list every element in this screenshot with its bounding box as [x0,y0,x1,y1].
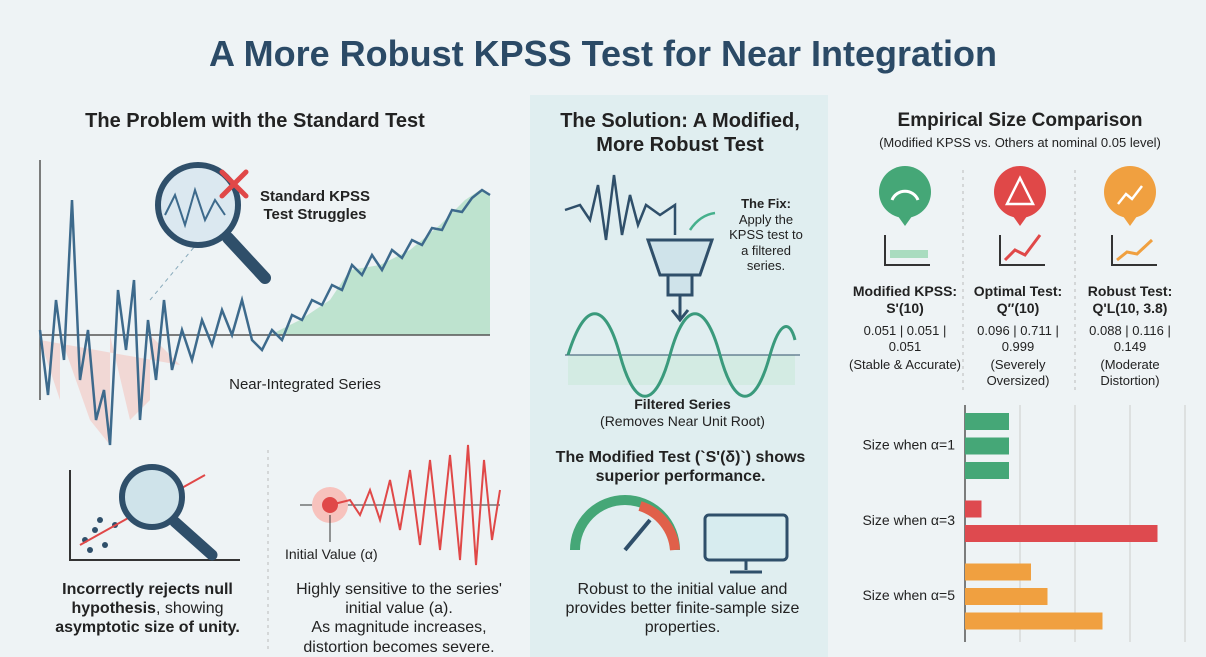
bar-chart: Size when α=1 Size when α=3 Size when α=5 [862,405,1186,642]
bar [965,413,1009,430]
icon-modified [879,166,931,266]
bar [965,437,1009,455]
test-note: (Moderate Distortion) [1100,357,1160,388]
icon-optimal [994,166,1046,266]
series-label: Near-Integrated Series [229,376,381,393]
axis [69,470,240,561]
gauge-needle [623,518,652,552]
test-name: Optimal Test: Q″(10) [973,283,1063,316]
icon-robust [1104,166,1157,266]
test-name: Modified KPSS: S'(10) [852,283,958,316]
test-values: 0.051 | 0.051 | 0.051 [863,323,947,354]
filtered-label: Filtered Series [634,396,731,412]
filtered-wave [566,312,797,398]
heading: The Solution: A Modified, More Robust Te… [560,110,800,156]
magnifier-handle [222,232,271,284]
red-series [329,444,501,566]
bar [965,612,1103,630]
gauge-red [638,501,680,551]
red-x [219,169,249,199]
fix: The Fix: Apply the KPSS test to a filter… [725,196,807,274]
modified-text: The Modified Test (`S'(δ)`) shows superi… [555,449,806,486]
monitor [703,513,789,562]
filtered-note: (Removes Near Unit Root) [600,413,765,429]
test-note: (Severely Oversized) [986,357,1050,388]
test-note: (Stable & Accurate) [849,357,961,372]
benefit-text: Robust to the initial value and provides… [565,581,800,637]
scatter-points [82,517,118,553]
bar [965,588,1048,605]
magnifier [119,464,185,530]
series-line [38,188,491,446]
bar [965,462,1009,479]
filter [645,238,715,277]
wave-fill [568,355,795,385]
sensitivity: Highly sensitive to the series' initial … [296,581,502,618]
arrow [670,295,690,323]
filter-neck [666,273,694,297]
bar [965,525,1158,542]
raw-series [564,174,677,241]
group-label: Size when α=3 [862,512,955,528]
rejects-text: Incorrectly rejects null hypothesis, sho… [30,580,265,638]
rejects-bold: Incorrectly rejects null hypothesis [62,581,233,618]
test-values: 0.088 | 0.116 | 0.149 [1089,323,1171,354]
test-name: Robust Test: Q'L(10, 3.8) [1087,283,1173,316]
initial-value-label: Initial Value (α) [285,546,378,562]
title: A More Robust KPSS Test for Near Integra… [208,33,998,74]
test-values: 0.096 | 0.711 | 0.999 [977,323,1059,354]
severity: As magnitude increases, distortion becom… [303,619,495,656]
fix-text: Apply the KPSS test to a filtered series… [729,211,803,274]
bar [965,500,982,518]
group-label: Size when α=5 [862,587,955,603]
pointer [149,239,201,301]
magnifier-line [164,186,226,229]
subtitle: (Modified KPSS vs. Others at nominal 0.0… [879,135,1161,150]
group-label: Size when α=1 [862,437,955,453]
heading: Empirical Size Comparison [897,110,1143,131]
callout: Standard KPSS Test Struggles [259,188,371,223]
magnifier-handle [169,516,218,561]
magnifier [155,162,241,248]
fix-label: The Fix: [741,196,791,211]
sensitivity-text: Highly sensitive to the series' initial … [278,580,520,657]
rejects-bold: asymptotic size of unity. [55,619,240,637]
bar [965,563,1031,581]
area [270,190,490,335]
rejects-middle: , showing [155,600,224,618]
heading: The Problem with the Standard Test [85,110,425,132]
arrow [688,211,716,231]
